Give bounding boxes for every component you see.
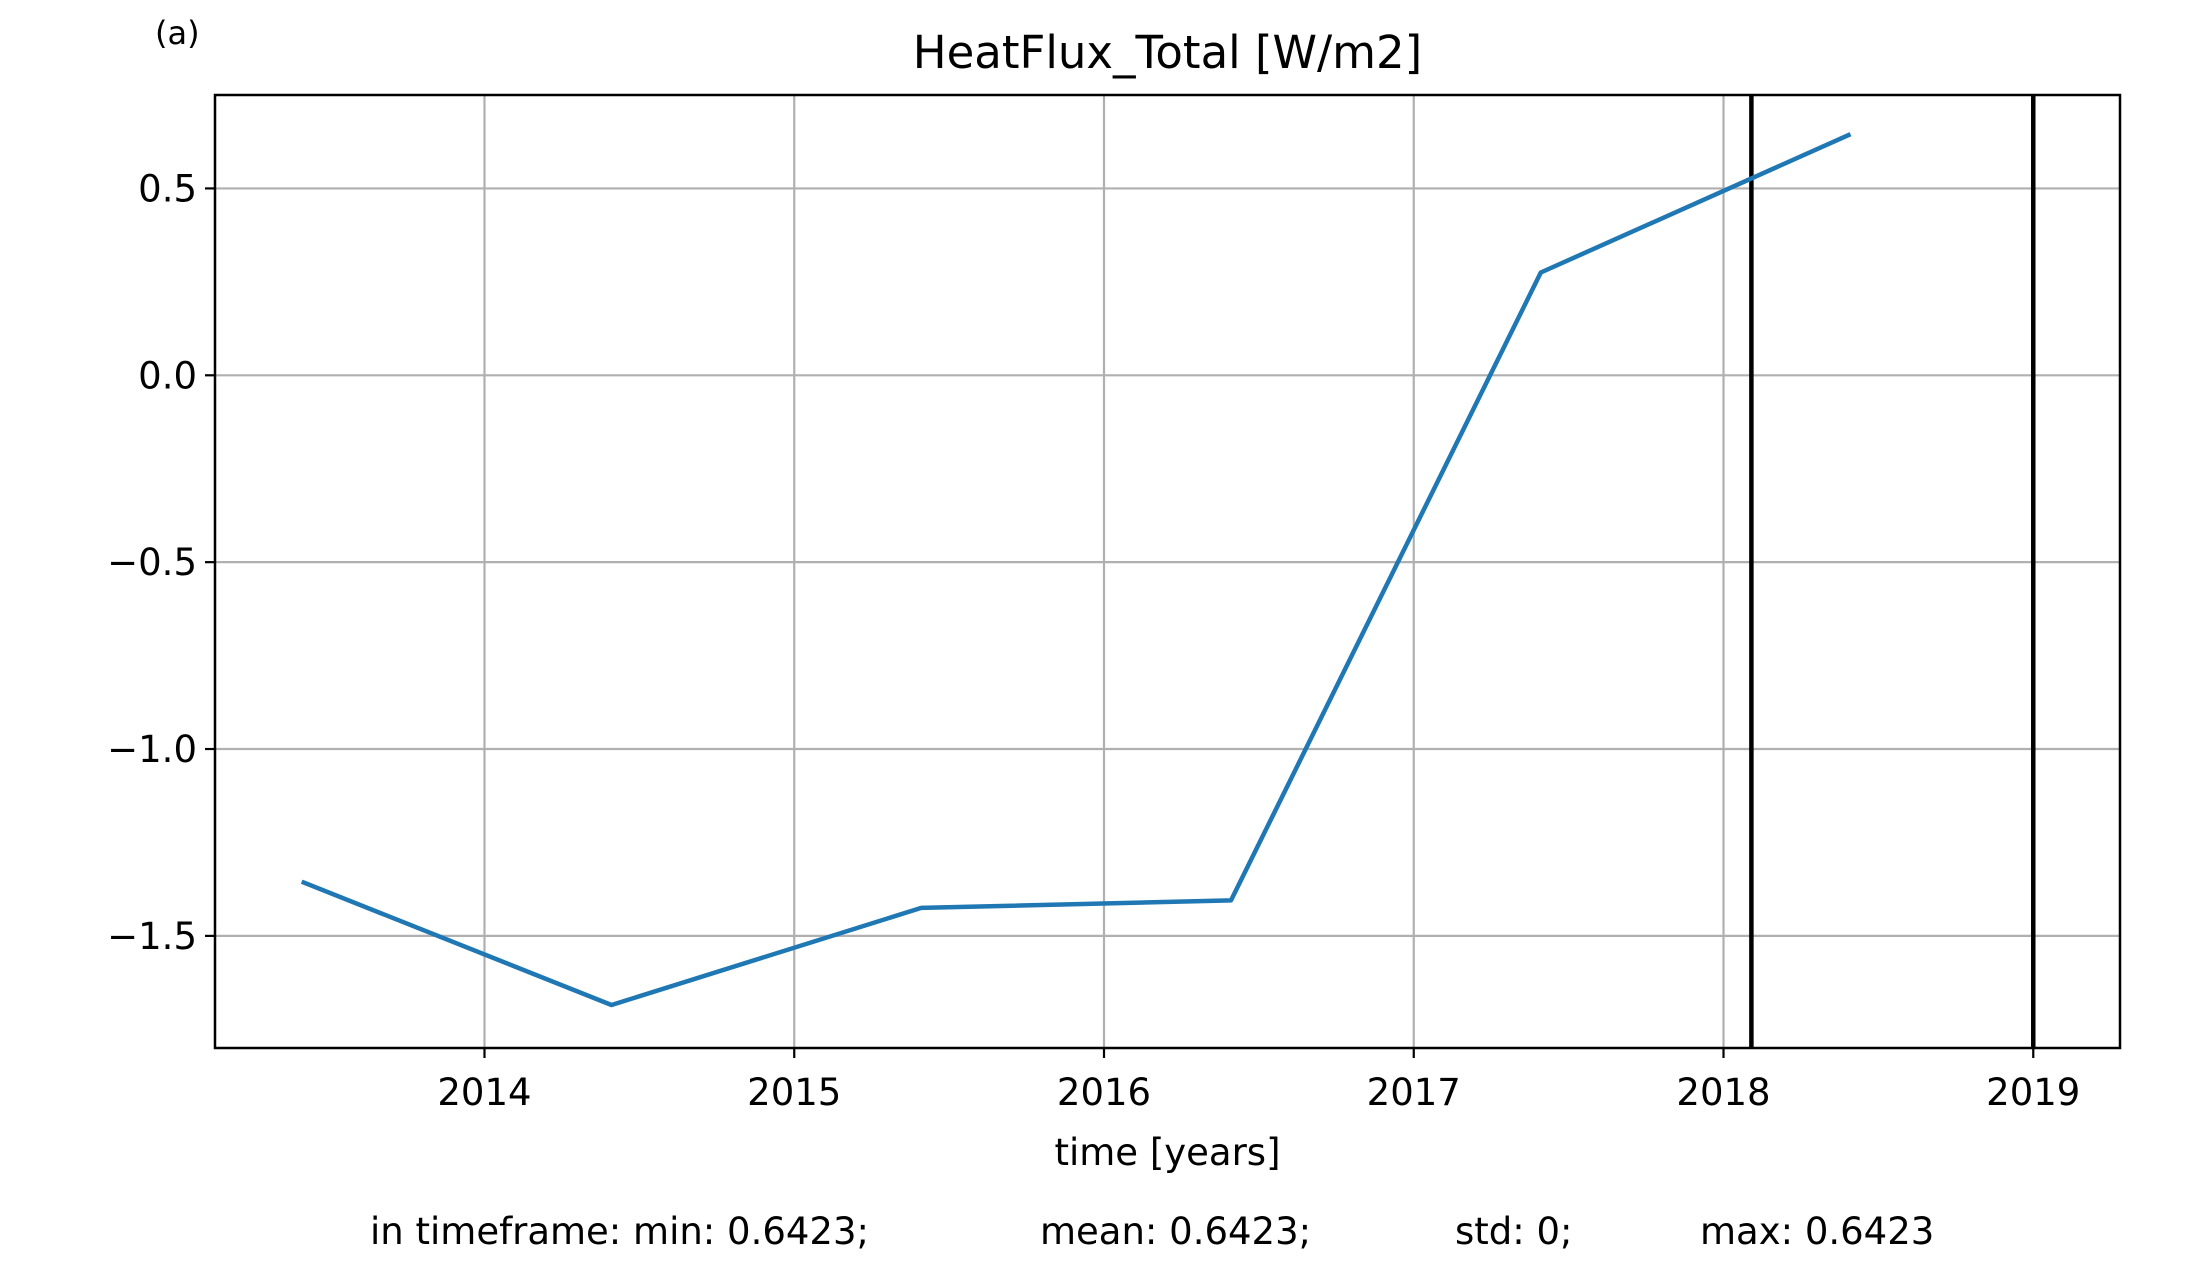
panel-label: (a) [155, 14, 200, 52]
stat-max: max: 0.6423 [1700, 1210, 1935, 1253]
y-tick-label: −1.5 [107, 915, 197, 958]
y-tick-label: −0.5 [107, 541, 197, 584]
vertical-markers [1749, 95, 2036, 1048]
x-tick-label: 2019 [1986, 1071, 2080, 1114]
x-tick-label: 2014 [437, 1071, 531, 1114]
y-axis-ticks: 0.5 0.0 −0.5 −1.0 −1.5 [107, 167, 215, 958]
plot-frame [213, 93, 2122, 1050]
y-tick-label: 0.0 [138, 354, 197, 397]
series-line [300, 132, 1852, 1008]
x-tick-label: 2015 [747, 1071, 841, 1114]
stat-min: in timeframe: min: 0.6423; [370, 1210, 869, 1253]
y-tick-label: −1.0 [107, 728, 197, 771]
y-tick-label: 0.5 [138, 167, 197, 210]
x-tick-label: 2016 [1057, 1071, 1151, 1114]
chart-title: HeatFlux_Total [W/m2] [913, 26, 1422, 79]
x-axis-ticks: 2014 2015 2016 2017 2018 2019 [437, 1048, 2080, 1114]
x-axis-label: time [years] [1054, 1131, 1280, 1174]
stat-mean: mean: 0.6423; [1040, 1210, 1312, 1253]
grid-lines [215, 95, 2120, 1048]
stat-std: std: 0; [1455, 1210, 1573, 1253]
x-tick-label: 2018 [1676, 1071, 1770, 1114]
x-tick-label: 2017 [1367, 1071, 1461, 1114]
series-group [300, 132, 1852, 1008]
